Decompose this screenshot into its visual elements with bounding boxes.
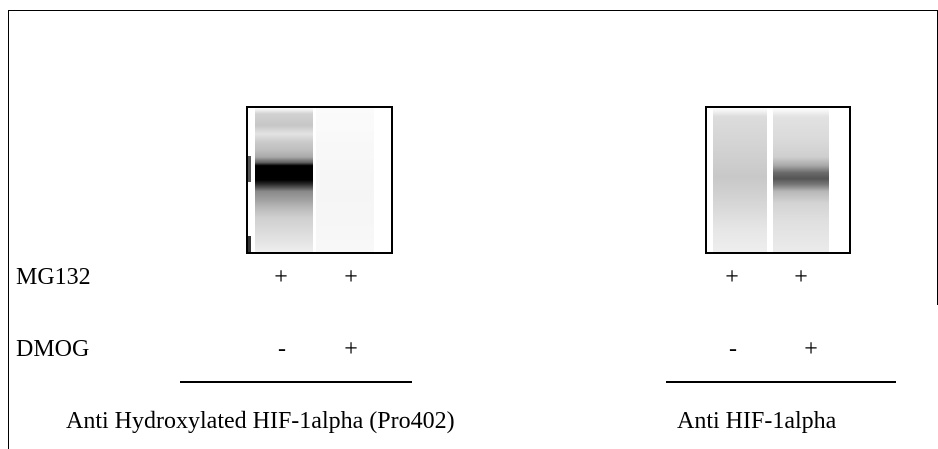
blot1-lane-1 <box>255 108 313 252</box>
dmog-blot2-lane1-sign: - <box>729 336 737 362</box>
blot1-group-line <box>180 381 412 383</box>
mg132-blot2-lane1-sign: + <box>725 264 739 290</box>
dmog-blot1-lane2-sign: + <box>344 336 358 362</box>
blot2-antibody-caption: Anti HIF-1alpha <box>677 408 837 434</box>
mg132-blot1-lane1-sign: + <box>274 264 288 290</box>
mg132-blot2-lane2-sign: + <box>794 264 808 290</box>
blot1-antibody-caption: Anti Hydroxylated HIF-1alpha (Pro402) <box>66 408 455 434</box>
mg132-row-label: MG132 <box>16 264 91 290</box>
blot1-edge-mark <box>248 236 251 252</box>
figure-frame-top <box>8 10 938 11</box>
dmog-row-label: DMOG <box>16 336 90 362</box>
blot2-group-line <box>666 381 896 383</box>
western-blot-total <box>705 106 851 254</box>
blot1-lane-2 <box>316 108 374 252</box>
blot2-lane-2 <box>773 108 829 252</box>
blot1-edge-mark <box>248 156 251 182</box>
western-blot-hydroxylated <box>246 106 393 254</box>
figure-frame-left <box>8 10 9 449</box>
blot2-lane-1 <box>713 108 767 252</box>
dmog-blot1-lane1-sign: - <box>278 336 286 362</box>
dmog-blot2-lane2-sign: + <box>804 336 818 362</box>
mg132-blot1-lane2-sign: + <box>344 264 358 290</box>
